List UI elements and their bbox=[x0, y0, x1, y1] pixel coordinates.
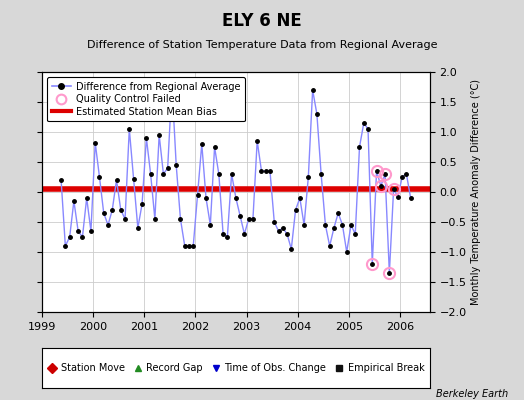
Y-axis label: Monthly Temperature Anomaly Difference (°C): Monthly Temperature Anomaly Difference (… bbox=[471, 79, 481, 305]
Text: Difference of Station Temperature Data from Regional Average: Difference of Station Temperature Data f… bbox=[87, 40, 437, 50]
Text: Berkeley Earth: Berkeley Earth bbox=[436, 389, 508, 399]
Text: ELY 6 NE: ELY 6 NE bbox=[222, 12, 302, 30]
Legend: Difference from Regional Average, Quality Control Failed, Estimated Station Mean: Difference from Regional Average, Qualit… bbox=[47, 77, 245, 122]
Legend: Station Move, Record Gap, Time of Obs. Change, Empirical Break: Station Move, Record Gap, Time of Obs. C… bbox=[46, 361, 426, 375]
